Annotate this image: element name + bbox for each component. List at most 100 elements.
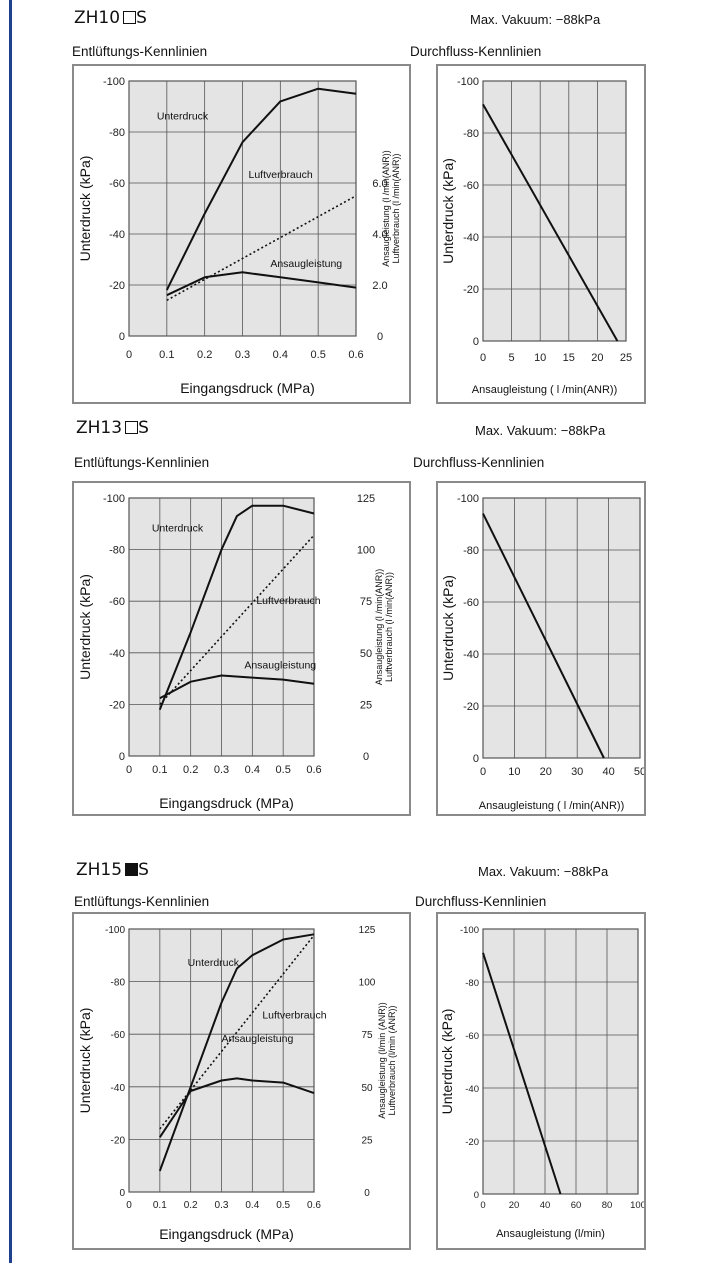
y2-axis-label-suction: Ansaugleistung (l /min(ANR)) [381,150,391,267]
max-vacuum-zh10: Max. Vakuum: −88kPa [470,12,601,27]
y-tick-label: -20 [109,280,125,292]
y-tick-label: -20 [463,701,479,713]
y-tick-label: -40 [463,232,479,244]
chart-panel-zh10-vent: 0 0.1 0.2 0.3 0.4 0.5 0.6 0 -20 -40 -60 -80 -100 0 2.0… [72,64,411,404]
x-tick-label: 0.6 [306,764,321,776]
y2-tick-label: 100 [357,545,375,557]
x-tick-label: 0.5 [276,1200,290,1211]
series-label-luftverbrauch: Luftverbrauch [262,1009,326,1021]
max-vacuum-zh15: Max. Vakuum: −88kPa [478,864,609,879]
y-tick-label: -20 [109,699,125,711]
y-axis-label: Unterdruck (kPa) [440,575,456,681]
series-line-luftverbrauch [159,934,315,1130]
y-tick-label: -60 [111,1030,126,1041]
x-tick-label: 10 [508,766,520,778]
square-symbol-icon [125,421,139,434]
flow-characteristics-label: Durchfluss-Kennlinien [415,894,547,909]
y-axis-label: Unterdruck (kPa) [77,1008,93,1114]
y-tick-label: -60 [463,597,479,609]
vent-characteristics-label: Entlüftungs-Kennlinien [74,455,210,470]
x-tick-label: 0.2 [197,349,212,361]
max-vacuum-zh13: Max. Vakuum: −88kPa [475,423,606,438]
y-axis-label: Unterdruck (kPa) [440,158,456,264]
model-name: ZH15 [76,860,123,880]
series-line-ansaugleistung [159,674,315,700]
y-tick-label: -100 [103,76,125,88]
y-tick-label: 0 [119,751,125,763]
y2-tick-label: 6.0 [372,178,387,190]
y-axis-label: Unterdruck (kPa) [77,156,93,262]
chart-zh13-vent: 0 0.1 0.2 0.3 0.4 0.5 0.6 0 -20 -40 -60 -80 -100 0 25 5… [77,493,394,811]
y-tick-label: -40 [463,649,479,661]
x-tick-label: 0.1 [153,1200,167,1211]
y2-tick-label: 0 [364,1188,370,1199]
x-axis-label: Eingangsdruck (MPa) [159,795,294,811]
y2-axis-label-consumption: Luftverbrauch (l/min (ANR)) [387,1005,397,1115]
y-tick-label: -100 [103,493,125,505]
y-tick-label: -80 [109,545,125,557]
vent-characteristics-label: Entlüftungs-Kennlinien [74,894,210,909]
chart-panel-zh15-flow: 0 20 40 60 80 100 0 -20 -40 -60 -80 -100 Unterdruck … [436,912,646,1250]
chart-panel-zh10-flow: 0 5 10 15 20 25 0 -20 -40 -60 -80 -100 Unterdruck (k… [436,64,646,404]
model-name: ZH10 [74,8,121,28]
x-tick-label: 50 [634,766,644,778]
x-tick-label: 0 [480,766,486,778]
y-tick-label: -80 [111,978,126,989]
series-label-luftverbrauch: Luftverbrauch [256,595,320,607]
y2-axis-label-suction: Ansaugleistung (l /min(ANR)) [374,569,384,686]
series-label-ansaugleistung: Ansaugleistung [270,258,342,270]
x-tick-label: 0.4 [245,1200,259,1211]
x-tick-label: 80 [602,1200,613,1211]
y-tick-label: 0 [473,336,479,348]
flow-characteristics-label: Durchfluss-Kennlinien [410,44,542,59]
series-label-ansaugleistung: Ansaugleistung [222,1033,294,1045]
x-axis-label: Eingangsdruck (MPa) [180,380,315,396]
x-tick-label: 0.6 [348,349,363,361]
y-tick-label: -40 [111,1083,126,1094]
y-tick-label: -100 [105,925,125,936]
model-suffix: S [136,8,147,28]
x-tick-label: 0 [126,349,132,361]
plot-area [482,80,627,342]
x-axis-label: Ansaugleistung (l/min) [496,1228,605,1240]
y-tick-label: -60 [463,180,479,192]
x-tick-label: 0.3 [215,1200,229,1211]
x-tick-label: 0.5 [276,764,291,776]
y-tick-label: -100 [460,925,479,936]
y-tick-label: 0 [119,331,125,343]
left-margin-rule [9,0,12,1263]
series-label-luftverbrauch: Luftverbrauch [249,169,313,181]
x-tick-label: 5 [509,352,515,364]
y-tick-label: -60 [109,596,125,608]
series-line-ansaugleistung [158,1077,315,1138]
y2-tick-label: 75 [360,596,372,608]
x-tick-label: 40 [602,766,614,778]
series-label-ansaugleistung: Ansaugleistung [244,659,316,671]
chart-zh10-vent: 0 0.1 0.2 0.3 0.4 0.5 0.6 0 -20 -40 -60 -80 -100 0 2.0… [77,76,401,396]
x-tick-label: 30 [571,766,583,778]
x-axis-label: Ansaugleistung ( l /min(ANR)) [479,800,625,812]
x-tick-label: 0 [480,352,486,364]
model-suffix: S [138,860,149,880]
x-tick-label: 0.3 [235,349,250,361]
y2-axis-label-suction: Ansaugleistung (l/min (ANR)) [377,1002,387,1119]
x-axis-label: Eingangsdruck (MPa) [159,1226,294,1242]
y-tick-label: 0 [473,753,479,765]
y-tick-label: 0 [119,1188,125,1199]
x-tick-label: 0 [480,1200,485,1211]
y-tick-label: 0 [474,1190,479,1201]
series-line-luftverbrauch [166,195,357,302]
x-tick-label: 0.1 [159,349,174,361]
series-label-unterdruck: Unterdruck [152,523,204,535]
series-label-unterdruck: Unterdruck [188,957,240,969]
flow-characteristics-label: Durchfluss-Kennlinien [413,455,545,470]
y2-tick-label: 2.0 [372,280,387,292]
series-line-unterdruck [158,504,315,710]
series-line-unterdruck [158,933,315,1172]
series-line-series [482,103,619,342]
y-tick-label: -40 [109,648,125,660]
y2-axis-label-consumption: Luftverbrauch (l /min(ANR)) [391,153,401,263]
x-tick-label: 0 [126,764,132,776]
x-tick-label: 60 [571,1200,582,1211]
chart-panel-zh13-vent: 0 0.1 0.2 0.3 0.4 0.5 0.6 0 -20 -40 -60 -80 -100 0 25 5… [72,481,411,816]
